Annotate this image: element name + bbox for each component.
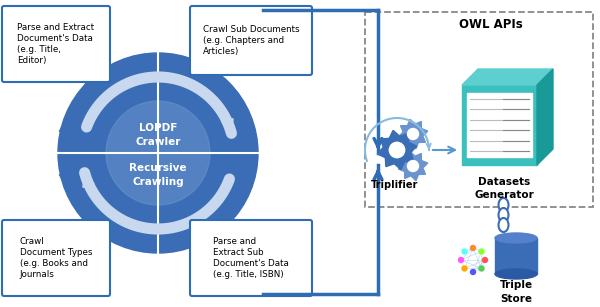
FancyBboxPatch shape [190, 6, 312, 75]
Circle shape [448, 249, 480, 281]
Ellipse shape [499, 208, 509, 222]
Ellipse shape [495, 269, 537, 279]
Text: LOPDF
Crawler: LOPDF Crawler [136, 123, 181, 147]
Circle shape [407, 129, 419, 139]
Circle shape [482, 258, 487, 262]
Circle shape [462, 249, 467, 254]
Ellipse shape [499, 198, 509, 212]
Polygon shape [495, 238, 537, 274]
Text: OWL APIs: OWL APIs [458, 17, 522, 30]
FancyBboxPatch shape [2, 6, 110, 82]
Circle shape [106, 101, 210, 205]
Circle shape [445, 235, 485, 275]
Polygon shape [398, 119, 428, 149]
Circle shape [462, 266, 467, 271]
Polygon shape [462, 264, 528, 285]
Circle shape [476, 216, 520, 260]
Circle shape [407, 161, 419, 172]
Polygon shape [398, 151, 428, 181]
Text: Triplifier: Triplifier [371, 180, 419, 190]
Circle shape [479, 266, 484, 271]
Text: Parse and
Extract Sub
Document's Data
(e.g. Title, ISBN): Parse and Extract Sub Document's Data (e… [213, 237, 289, 279]
Circle shape [483, 257, 517, 291]
Circle shape [479, 249, 484, 254]
Text: Recursive
Crawling: Recursive Crawling [129, 163, 187, 187]
Circle shape [58, 53, 258, 253]
Polygon shape [377, 130, 416, 169]
Ellipse shape [495, 233, 537, 243]
Text: Datasets
Generator: Datasets Generator [475, 177, 534, 200]
Text: Crawl Sub Documents
(e.g. Chapters and
Articles): Crawl Sub Documents (e.g. Chapters and A… [203, 25, 299, 56]
Polygon shape [462, 85, 537, 165]
Circle shape [458, 220, 502, 264]
Polygon shape [467, 93, 532, 157]
Circle shape [501, 251, 535, 285]
Text: Crawl
Document Types
(e.g. Books and
Journals: Crawl Document Types (e.g. Books and Jou… [20, 237, 92, 279]
Text: Parse and Extract
Document's Data
(e.g. Title,
Editor): Parse and Extract Document's Data (e.g. … [17, 23, 95, 65]
Circle shape [458, 258, 464, 262]
Circle shape [470, 246, 476, 251]
Ellipse shape [499, 218, 509, 232]
Polygon shape [537, 69, 553, 165]
Circle shape [389, 142, 404, 158]
FancyBboxPatch shape [190, 220, 312, 296]
Text: Triple
Store: Triple Store [499, 280, 533, 304]
Circle shape [470, 270, 476, 274]
Circle shape [463, 255, 497, 289]
Circle shape [496, 225, 534, 263]
Polygon shape [462, 69, 553, 85]
FancyBboxPatch shape [2, 220, 110, 296]
Circle shape [506, 239, 542, 275]
